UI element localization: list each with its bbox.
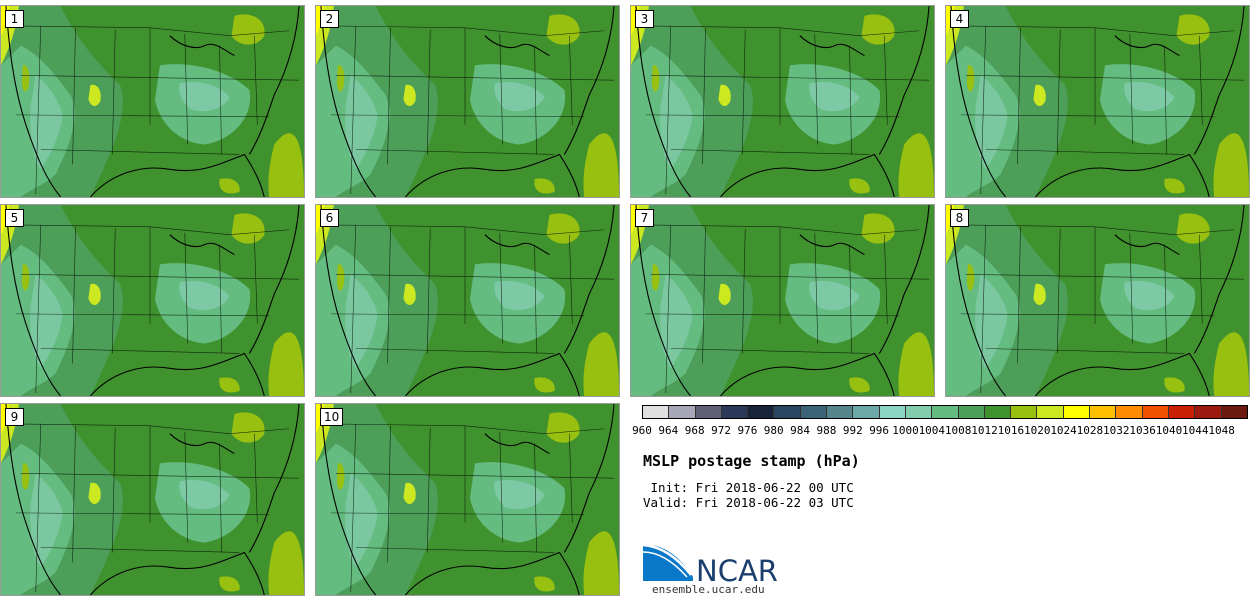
- colorbar-swatch: [1037, 406, 1064, 418]
- member-number-label: 10: [320, 408, 344, 426]
- colorbar-tick-label: 1016: [997, 424, 1025, 437]
- member-number-label: 7: [635, 209, 654, 227]
- colorbar-swatch: [721, 406, 749, 418]
- colorbar-tick-label: 984: [790, 424, 811, 437]
- colorbar-ticks: 960 964 968 972 976 980 984 988 992 996 1000 1004 10…: [632, 424, 1248, 438]
- colorbar-swatch: [1168, 406, 1196, 418]
- colorbar-swatch: [643, 406, 670, 418]
- colorbar-tick-label: 972: [711, 424, 731, 437]
- member-number-label: 5: [5, 209, 24, 227]
- member-number-label: 2: [320, 10, 339, 28]
- valid-time: Valid: Fri 2018-06-22 03 UTC: [643, 495, 854, 510]
- colorbar-tick-label: 1044: [1182, 424, 1209, 437]
- member-number-label: 1: [5, 10, 24, 28]
- colorbar-swatch: [827, 406, 854, 418]
- member-number-label: 6: [320, 209, 339, 227]
- member-map-panel: 3: [630, 5, 935, 198]
- colorbar-swatch: [1195, 406, 1222, 418]
- colorbar-swatch: [1011, 406, 1038, 418]
- colorbar-swatch: [1090, 406, 1117, 418]
- colorbar-tick-label: 1036: [1129, 424, 1156, 437]
- member-map-panel: 8: [945, 204, 1250, 397]
- init-time: Init: Fri 2018-06-22 00 UTC: [643, 480, 854, 495]
- colorbar: [642, 405, 1248, 419]
- colorbar-swatch: [958, 406, 985, 418]
- member-number-label: 9: [5, 408, 24, 426]
- colorbar-swatch: [1142, 406, 1169, 418]
- member-number-label: 8: [950, 209, 969, 227]
- colorbar-swatch: [879, 406, 906, 418]
- colorbar-tick-label: 1000: [892, 424, 919, 437]
- member-map-panel: 6: [315, 204, 620, 397]
- colorbar-swatch: [800, 406, 828, 418]
- member-map-panel: 10: [315, 403, 620, 596]
- colorbar-swatch: [984, 406, 1012, 418]
- colorbar-swatch: [932, 406, 959, 418]
- colorbar-tick-label: 988: [816, 424, 837, 437]
- colorbar-tick-label: 976: [737, 424, 758, 437]
- colorbar-swatch: [1116, 406, 1143, 418]
- member-map-panel: 4: [945, 5, 1250, 198]
- colorbar-tick-label: 996: [869, 424, 890, 437]
- member-map-panel: 5: [0, 204, 305, 397]
- colorbar-swatch: [905, 406, 933, 418]
- colorbar-tick-label: 1028: [1076, 424, 1104, 437]
- member-map-panel: 7: [630, 204, 935, 397]
- colorbar-swatch: [1221, 406, 1247, 418]
- colorbar-swatch: [853, 406, 880, 418]
- colorbar-tick-label: 980: [763, 424, 784, 437]
- chart-title: MSLP postage stamp (hPa): [643, 452, 860, 470]
- colorbar-tick-label: 964: [658, 424, 679, 437]
- colorbar-swatch: [774, 406, 801, 418]
- colorbar-tick-label: 960: [632, 424, 652, 437]
- colorbar-swatch: [669, 406, 696, 418]
- colorbar-tick-label: 1048: [1208, 424, 1235, 437]
- colorbar-tick-label: 1004: [918, 424, 946, 437]
- colorbar-swatch: [695, 406, 722, 418]
- member-map-panel: 1: [0, 5, 305, 198]
- colorbar-tick-label: 1024: [1050, 424, 1077, 437]
- colorbar-tick-label: 992: [842, 424, 863, 437]
- colorbar-tick-label: 1032: [1103, 424, 1130, 437]
- colorbar-tick-label: 1008: [944, 424, 972, 437]
- colorbar-tick-label: 1012: [971, 424, 998, 437]
- colorbar-swatch: [748, 406, 775, 418]
- member-number-label: 3: [635, 10, 654, 28]
- colorbar-tick-label: 968: [684, 424, 705, 437]
- member-map-panel: 9: [0, 403, 305, 596]
- colorbar-tick-label: 1020: [1023, 424, 1051, 437]
- ncar-logo: NCAR: [642, 541, 793, 588]
- member-number-label: 4: [950, 10, 969, 28]
- colorbar-tick-label: 1040: [1155, 424, 1183, 437]
- logo-text: NCAR: [696, 554, 778, 583]
- site-url: ensemble.ucar.edu: [652, 583, 765, 596]
- member-map-panel: 2: [315, 5, 620, 198]
- colorbar-swatch: [1063, 406, 1091, 418]
